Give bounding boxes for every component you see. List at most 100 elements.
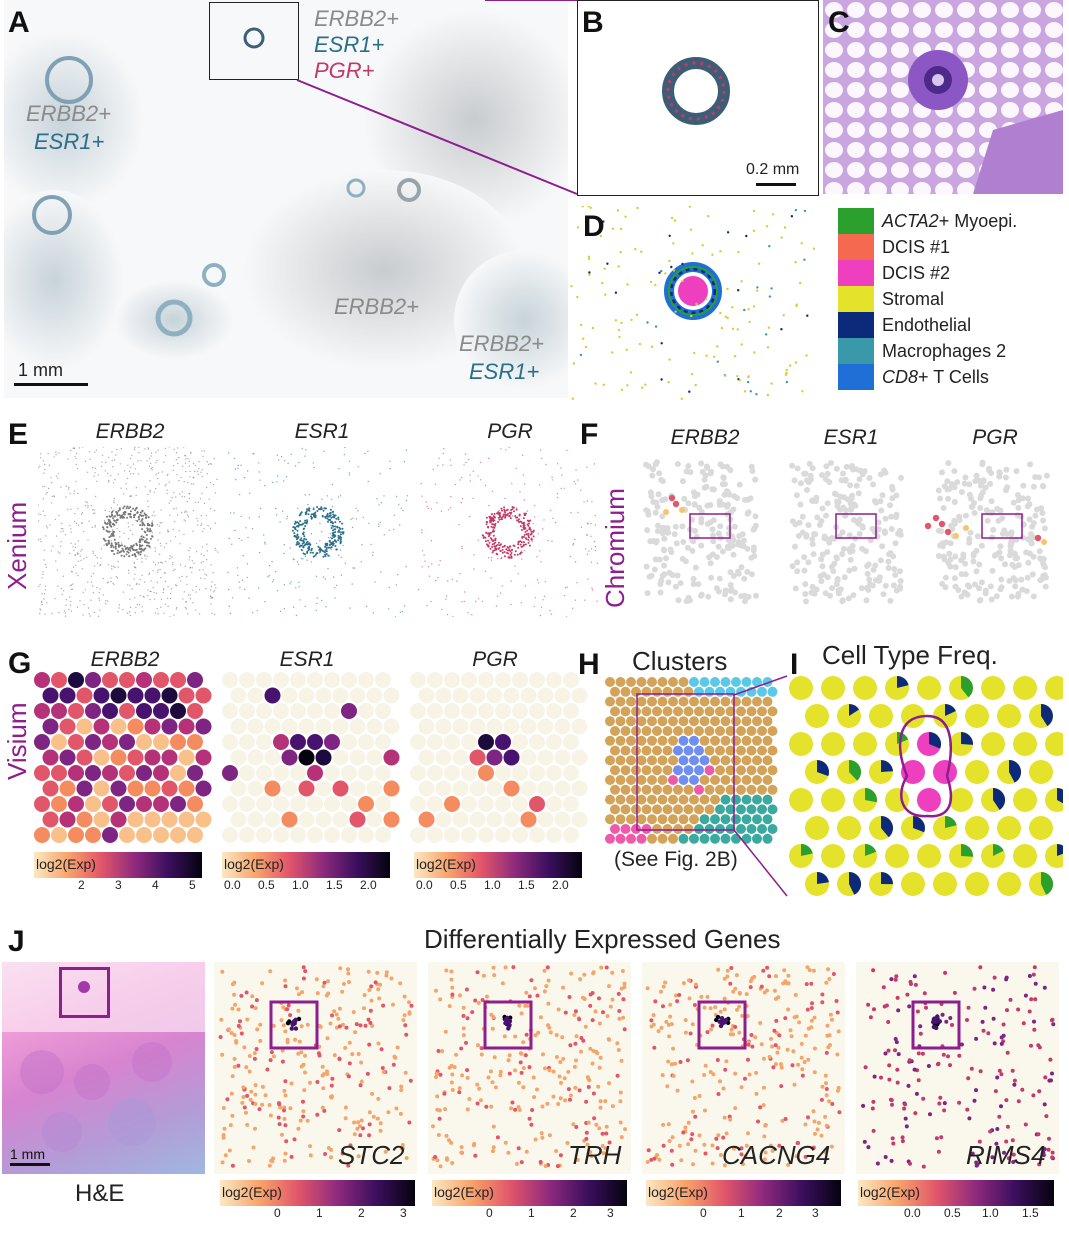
spot — [991, 987, 996, 992]
celltype-dot — [619, 251, 622, 254]
umap-dot — [821, 535, 828, 542]
xenium-dot — [176, 514, 179, 516]
xenium-duct-dot — [331, 524, 334, 527]
spot — [723, 1067, 728, 1072]
xenium-dot — [52, 545, 54, 547]
visium-spot — [444, 672, 460, 688]
spot — [718, 1153, 723, 1157]
spot — [668, 1002, 673, 1007]
xenium-dot — [378, 504, 380, 506]
pie-slice — [993, 844, 1004, 856]
visium-spot — [42, 780, 59, 797]
spot — [883, 1155, 888, 1159]
xenium-dot — [65, 496, 67, 498]
xenium-dot — [352, 567, 354, 569]
xenium-dot — [138, 554, 140, 556]
xenium-dot — [394, 616, 397, 617]
xenium-dot — [153, 598, 156, 600]
xenium-duct-dot — [141, 538, 144, 541]
cluster-spot — [636, 716, 647, 727]
cluster-spot — [704, 726, 715, 736]
xenium-duct-dot — [134, 509, 137, 512]
xenium-duct-dot — [339, 520, 341, 523]
xenium-dot — [38, 585, 40, 587]
xenium-duct-dot — [513, 510, 515, 513]
xenium-duct-dot — [329, 512, 332, 514]
xenium-dot — [168, 530, 170, 533]
xenium-duct-dot — [528, 520, 530, 522]
visium-spot — [349, 811, 366, 828]
spot — [942, 1101, 947, 1106]
xenium-duct-dot — [526, 529, 529, 532]
visium-spot — [247, 811, 264, 828]
xenium-dot — [73, 520, 76, 523]
cluster-spot — [767, 726, 778, 736]
spot — [887, 1077, 892, 1082]
xenium-duct-dot — [526, 523, 529, 526]
spot — [320, 1064, 325, 1069]
spot — [746, 1057, 750, 1062]
xenium-dot — [189, 597, 192, 600]
xenium-dot — [355, 518, 358, 520]
celltype-dot — [620, 321, 623, 325]
j-cb2-label: log2(Exp) — [434, 1184, 494, 1200]
visium-spot — [136, 796, 152, 812]
spot — [341, 982, 346, 986]
visium-spot — [571, 811, 588, 828]
xenium-duct-dot — [522, 526, 525, 529]
cluster-spot — [652, 824, 662, 834]
celltype-dot — [705, 354, 708, 357]
spot — [343, 1045, 348, 1050]
xenium-dot — [387, 608, 390, 610]
xenium-dot — [342, 544, 344, 547]
xenium-dot — [127, 584, 129, 586]
xenium-dot — [191, 567, 193, 569]
g-cb2-tick: 1.5 — [326, 878, 343, 892]
xenium-dot — [134, 612, 136, 614]
xenium-dot — [181, 491, 183, 493]
spot — [352, 1132, 357, 1137]
cluster-spot — [762, 794, 773, 805]
spot — [724, 1059, 729, 1064]
visium-spot — [537, 687, 554, 704]
xenium-dot — [128, 470, 131, 472]
xenium-duct-dot — [305, 510, 308, 513]
visium-spot — [119, 827, 135, 843]
xenium-dot — [164, 603, 167, 605]
visium-spot — [563, 827, 579, 843]
xenium-dot — [441, 608, 443, 611]
xenium-dot — [590, 535, 592, 537]
pie-base — [933, 760, 957, 784]
spot — [230, 982, 235, 987]
g-cb3-tick: 1.0 — [484, 878, 501, 892]
xenium-duct-dot — [116, 552, 119, 555]
xenium-dot — [132, 524, 134, 526]
xenium-duct-dot — [330, 527, 333, 529]
xenium-dot — [233, 512, 235, 514]
spot — [872, 1074, 877, 1079]
celltype-dot — [799, 281, 802, 285]
xenium-dot — [60, 531, 62, 533]
xenium-dot — [74, 543, 76, 545]
xenium-dot — [228, 537, 230, 540]
spot — [986, 1031, 991, 1036]
celltype-dot — [745, 234, 748, 238]
xenium-dot — [537, 582, 540, 584]
xenium-dot — [175, 608, 177, 610]
xenium-dot — [243, 476, 246, 479]
xenium-dot — [188, 460, 190, 463]
visium-spot — [136, 734, 152, 750]
j-cb3-tick: 0 — [700, 1206, 707, 1220]
visium-spot — [34, 734, 50, 750]
visium-spot — [554, 811, 571, 828]
umap-expr-dot — [1041, 539, 1047, 545]
spot — [705, 1030, 710, 1035]
visium-spot — [520, 811, 537, 828]
xenium-duct-dot — [110, 533, 113, 536]
umap-dot — [855, 490, 862, 497]
spot — [506, 1058, 511, 1063]
xenium-dot — [325, 606, 327, 608]
xenium-duct-dot — [523, 528, 526, 531]
umap-dot — [881, 528, 888, 535]
umap-dot — [817, 573, 824, 580]
